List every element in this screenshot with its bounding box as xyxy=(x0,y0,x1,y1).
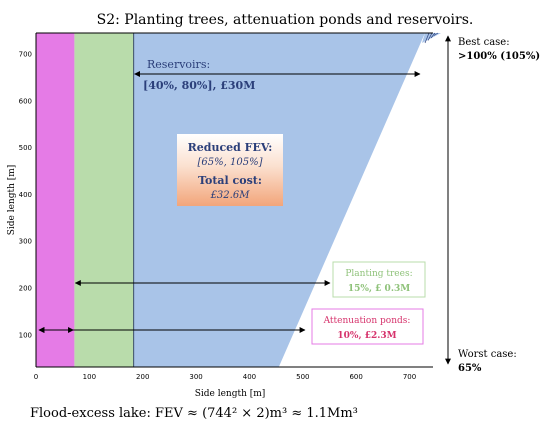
x-axis-label: Side length [m] xyxy=(195,389,266,399)
ponds-title: Attenuation ponds: xyxy=(323,316,411,326)
x-tick-label: 500 xyxy=(296,373,309,381)
y-tick-label: 200 xyxy=(19,284,32,292)
reservoirs-title: Reservoirs: xyxy=(147,58,210,71)
x-tick-label: 700 xyxy=(403,373,416,381)
y-tick-label: 100 xyxy=(19,331,32,339)
worst-case-title: Worst case: xyxy=(458,349,517,360)
footer-formula: Flood-excess lake: FEV ≈ (744² × 2)m³ ≈ … xyxy=(30,406,358,421)
planting-detail: 15%, £ 0.3M xyxy=(348,284,410,294)
x-tick-label: 300 xyxy=(189,373,202,381)
y-tick-label: 500 xyxy=(19,144,32,152)
region-planting-trees xyxy=(74,33,134,367)
hatch-line xyxy=(424,32,430,44)
y-tick-label: 400 xyxy=(19,191,32,199)
total-cost-value: £32.6M xyxy=(210,190,251,201)
x-tick-label: 200 xyxy=(136,373,149,381)
chart-title: S2: Planting trees, attenuation ponds an… xyxy=(97,12,474,28)
best-case-value: >100% (105%) xyxy=(458,51,540,62)
hatch-line xyxy=(430,32,436,39)
x-tick-label: 100 xyxy=(83,373,96,381)
summary-box xyxy=(177,134,283,206)
hatch-overflow xyxy=(422,32,441,44)
worst-case-value: 65% xyxy=(458,363,482,374)
y-ticks: 100 200 300 400 500 600 700 xyxy=(19,51,32,340)
hatch-line xyxy=(433,32,439,36)
dimension-arrows xyxy=(38,35,451,365)
y-tick-label: 600 xyxy=(19,97,32,105)
hatch-area xyxy=(422,33,441,43)
y-tick-label: 700 xyxy=(19,51,32,59)
planting-box xyxy=(332,261,426,298)
x-tick-label: 600 xyxy=(349,373,362,381)
reservoirs-detail: [40%, 80%], £30M xyxy=(143,79,255,92)
hatch-line xyxy=(427,32,433,41)
ponds-box xyxy=(311,308,424,345)
x-ticks: 0 100 200 300 400 500 600 700 xyxy=(34,373,416,381)
best-case-title: Best case: xyxy=(458,37,510,48)
y-axis-label: Side length [m] xyxy=(7,165,17,236)
total-cost-title: Total cost: xyxy=(198,174,262,187)
region-attenuation-ponds xyxy=(36,33,75,367)
x-tick-label: 0 xyxy=(34,373,38,381)
ponds-detail: 10%, £2.3M xyxy=(337,331,396,341)
planting-title: Planting trees: xyxy=(345,269,412,279)
y-tick-label: 300 xyxy=(19,238,32,246)
reduced-fev-title: Reduced FEV: xyxy=(188,141,273,154)
x-tick-label: 400 xyxy=(243,373,256,381)
reduced-fev-range: [65%, 105%] xyxy=(198,157,263,168)
